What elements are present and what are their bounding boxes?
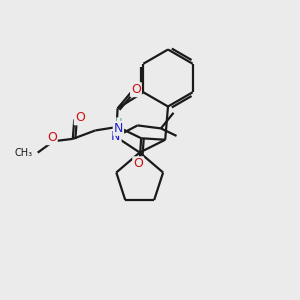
Text: CH₃: CH₃ [14,148,32,158]
Text: O: O [131,83,141,96]
Text: N: N [111,130,121,143]
Text: H: H [115,118,122,128]
Text: O: O [47,131,57,144]
Text: O: O [133,157,143,170]
Text: O: O [75,111,85,124]
Text: N: N [114,122,123,135]
